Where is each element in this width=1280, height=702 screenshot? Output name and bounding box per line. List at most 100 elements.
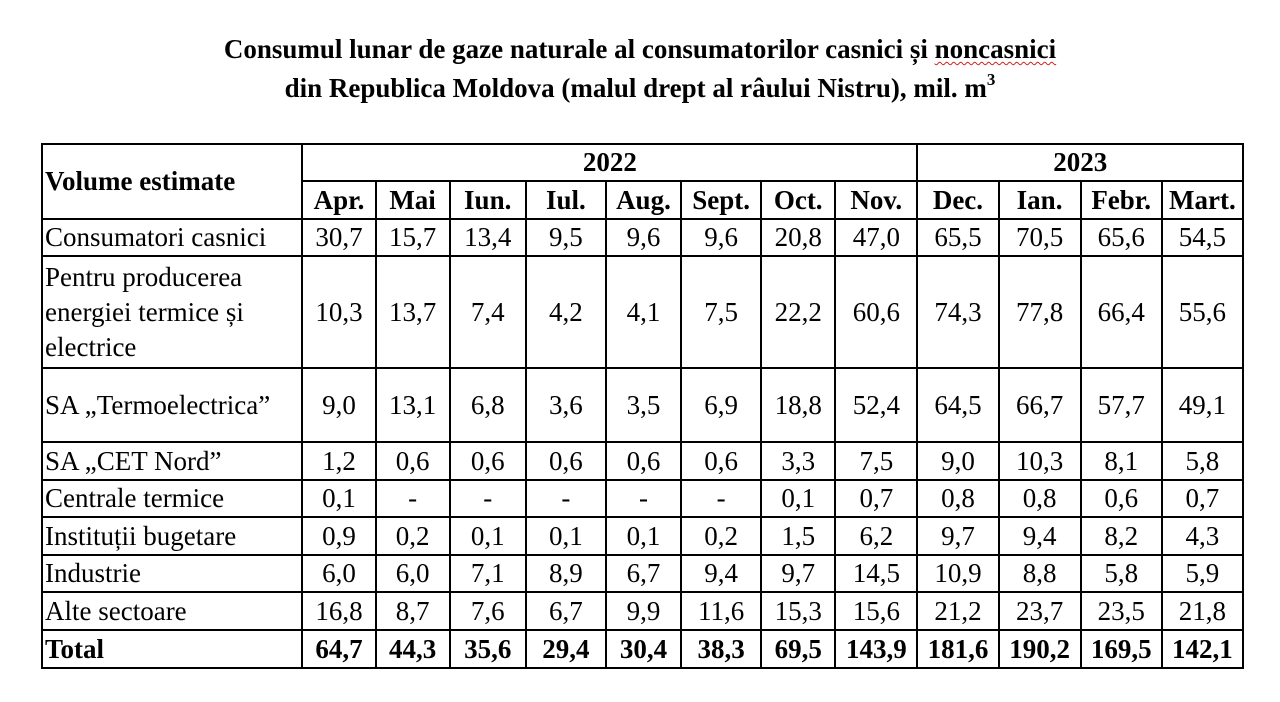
table-cell: 0,7 <box>834 479 919 518</box>
table-cell: 7,6 <box>448 591 527 631</box>
table-cell: 66,4 <box>1079 255 1163 369</box>
table-cell: 0,1 <box>604 516 683 556</box>
row-label: SA „CET Nord” <box>40 441 304 481</box>
table-cell: 3,6 <box>524 367 607 443</box>
table-cell: 57,7 <box>1079 367 1163 443</box>
table-cell: 4,2 <box>524 255 607 369</box>
total-cell: 143,9 <box>834 629 919 669</box>
table-cell: 0,2 <box>374 516 451 556</box>
table-cell: 1,5 <box>760 516 837 556</box>
table-cell: 13,1 <box>374 367 451 443</box>
total-cell: 64,7 <box>301 629 377 669</box>
table-cell: 6,9 <box>680 367 763 443</box>
table-cell: 15,7 <box>374 218 451 257</box>
table-cell: 9,4 <box>997 516 1082 556</box>
month-header: Oct. <box>760 180 837 220</box>
table-cell: 0,6 <box>1079 479 1163 518</box>
table-cell: 4,1 <box>604 255 683 369</box>
table-cell: 1,2 <box>301 441 377 481</box>
total-cell: 30,4 <box>604 629 683 669</box>
unit-superscript: 3 <box>986 70 996 89</box>
year-header-2023: 2023 <box>916 143 1244 182</box>
row-label: Industrie <box>40 554 304 593</box>
table-cell: 6,2 <box>834 516 919 556</box>
title-line-2-text: din Republica Moldova (malul drept al râ… <box>284 73 987 103</box>
total-cell: 169,5 <box>1079 629 1163 669</box>
total-cell: 29,4 <box>524 629 607 669</box>
month-header: Ian. <box>997 180 1082 220</box>
table-cell: 9,7 <box>760 554 837 593</box>
total-cell: 38,3 <box>680 629 763 669</box>
table-cell: 7,5 <box>680 255 763 369</box>
table-cell: 10,9 <box>916 554 1000 593</box>
table-cell: 6,7 <box>604 554 683 593</box>
table-cell: 30,7 <box>301 218 377 257</box>
table-cell: 0,6 <box>604 441 683 481</box>
month-header: Nov. <box>834 180 919 220</box>
table-cell: 7,4 <box>448 255 527 369</box>
table-cell: 21,2 <box>916 591 1000 631</box>
table-cell: - <box>524 479 607 518</box>
table-cell: 8,7 <box>374 591 451 631</box>
title-line-1-text: Consumul lunar de gaze naturale al consu… <box>223 34 935 64</box>
table-cell: 9,4 <box>680 554 763 593</box>
title-line-1: Consumul lunar de gaze naturale al consu… <box>0 30 1280 69</box>
table-cell: 4,3 <box>1160 516 1245 556</box>
table-row: Alte sectoare 16,8 8,7 7,6 6,7 9,9 11,6 15,3 15,… <box>40 591 1245 631</box>
table-cell: 65,5 <box>916 218 1000 257</box>
table-row: Centrale termice 0,1- - - - -0,1 0,7 0,8 0,8 0,6 0… <box>40 479 1245 518</box>
row-label: Instituții bugetare <box>40 516 304 556</box>
table-cell: 54,5 <box>1160 218 1245 257</box>
year-header-row: Volume estimate 2022 2023 <box>40 143 1244 220</box>
table-cell: 9,0 <box>301 367 377 443</box>
month-header: Iun. <box>448 180 527 220</box>
row-label: SA „Termoelectrica” <box>40 367 304 443</box>
total-row: Total 64,7 44,3 35,6 29,4 30,4 38,3 69,5 143,9 18… <box>40 629 1245 669</box>
table-cell: 16,8 <box>301 591 377 631</box>
table-cell: 13,7 <box>374 255 451 369</box>
month-header: Mart. <box>1160 180 1245 220</box>
table-cell: 0,7 <box>1160 479 1245 518</box>
month-header-row: Apr. Mai Iun. Iul. Aug. Sept. Oct. Nov. Dec. Ian.… <box>42 180 1245 220</box>
row-label: Pentru producerea energiei termice și el… <box>40 255 304 369</box>
table-cell: 14,5 <box>834 554 919 593</box>
table-cell: 3,5 <box>604 367 683 443</box>
row-label: Alte sectoare <box>40 591 304 631</box>
table-cell: 0,9 <box>301 516 377 556</box>
table-cell: 21,8 <box>1160 591 1245 631</box>
table-cell: 55,6 <box>1160 255 1245 369</box>
document-title: Consumul lunar de gaze naturale al consu… <box>0 30 1280 108</box>
total-cell: 44,3 <box>374 629 451 669</box>
total-cell: 190,2 <box>997 629 1082 669</box>
table-row: SA „CET Nord” 1,2 0,6 0,6 0,6 0,6 0,6 3,3 7,5 9,0… <box>40 441 1245 481</box>
table-cell: 49,1 <box>1160 367 1245 443</box>
month-header: Febr. <box>1079 180 1163 220</box>
table-cell: 0,1 <box>524 516 607 556</box>
table-cell: 0,6 <box>448 441 527 481</box>
table-cell: - <box>604 479 683 518</box>
table-cell: 74,3 <box>916 255 1000 369</box>
total-cell: 142,1 <box>1160 629 1245 669</box>
table-cell: 23,7 <box>997 591 1082 631</box>
table-cell: 0,2 <box>680 516 763 556</box>
total-cell: 69,5 <box>760 629 837 669</box>
table-cell: 64,5 <box>916 367 1000 443</box>
table-cell: 9,6 <box>680 218 763 257</box>
spellcheck-flagged-word[interactable]: noncasnici <box>934 34 1057 64</box>
table-cell: 15,6 <box>834 591 919 631</box>
table-cell: 0,1 <box>448 516 527 556</box>
table-cell: 0,8 <box>916 479 1000 518</box>
table-row: Consumatori casnici 30,7 15,7 13,4 9,5 9,6 9,6… <box>40 218 1245 257</box>
table-row: Industrie 6,0 6,0 7,1 8,9 6,7 9,4 9,7 14,5 10,9 8,… <box>40 554 1245 593</box>
table-cell: 0,6 <box>680 441 763 481</box>
table-cell: 9,7 <box>916 516 1000 556</box>
table-cell: 8,9 <box>524 554 607 593</box>
table-cell: 0,6 <box>374 441 451 481</box>
table-cell: 47,0 <box>834 218 919 257</box>
table-cell: 8,1 <box>1079 441 1163 481</box>
table-cell: 52,4 <box>834 367 919 443</box>
total-cell: 35,6 <box>448 629 527 669</box>
table-cell: 11,6 <box>680 591 763 631</box>
table-cell: 8,2 <box>1079 516 1163 556</box>
month-header: Apr. <box>301 180 377 220</box>
